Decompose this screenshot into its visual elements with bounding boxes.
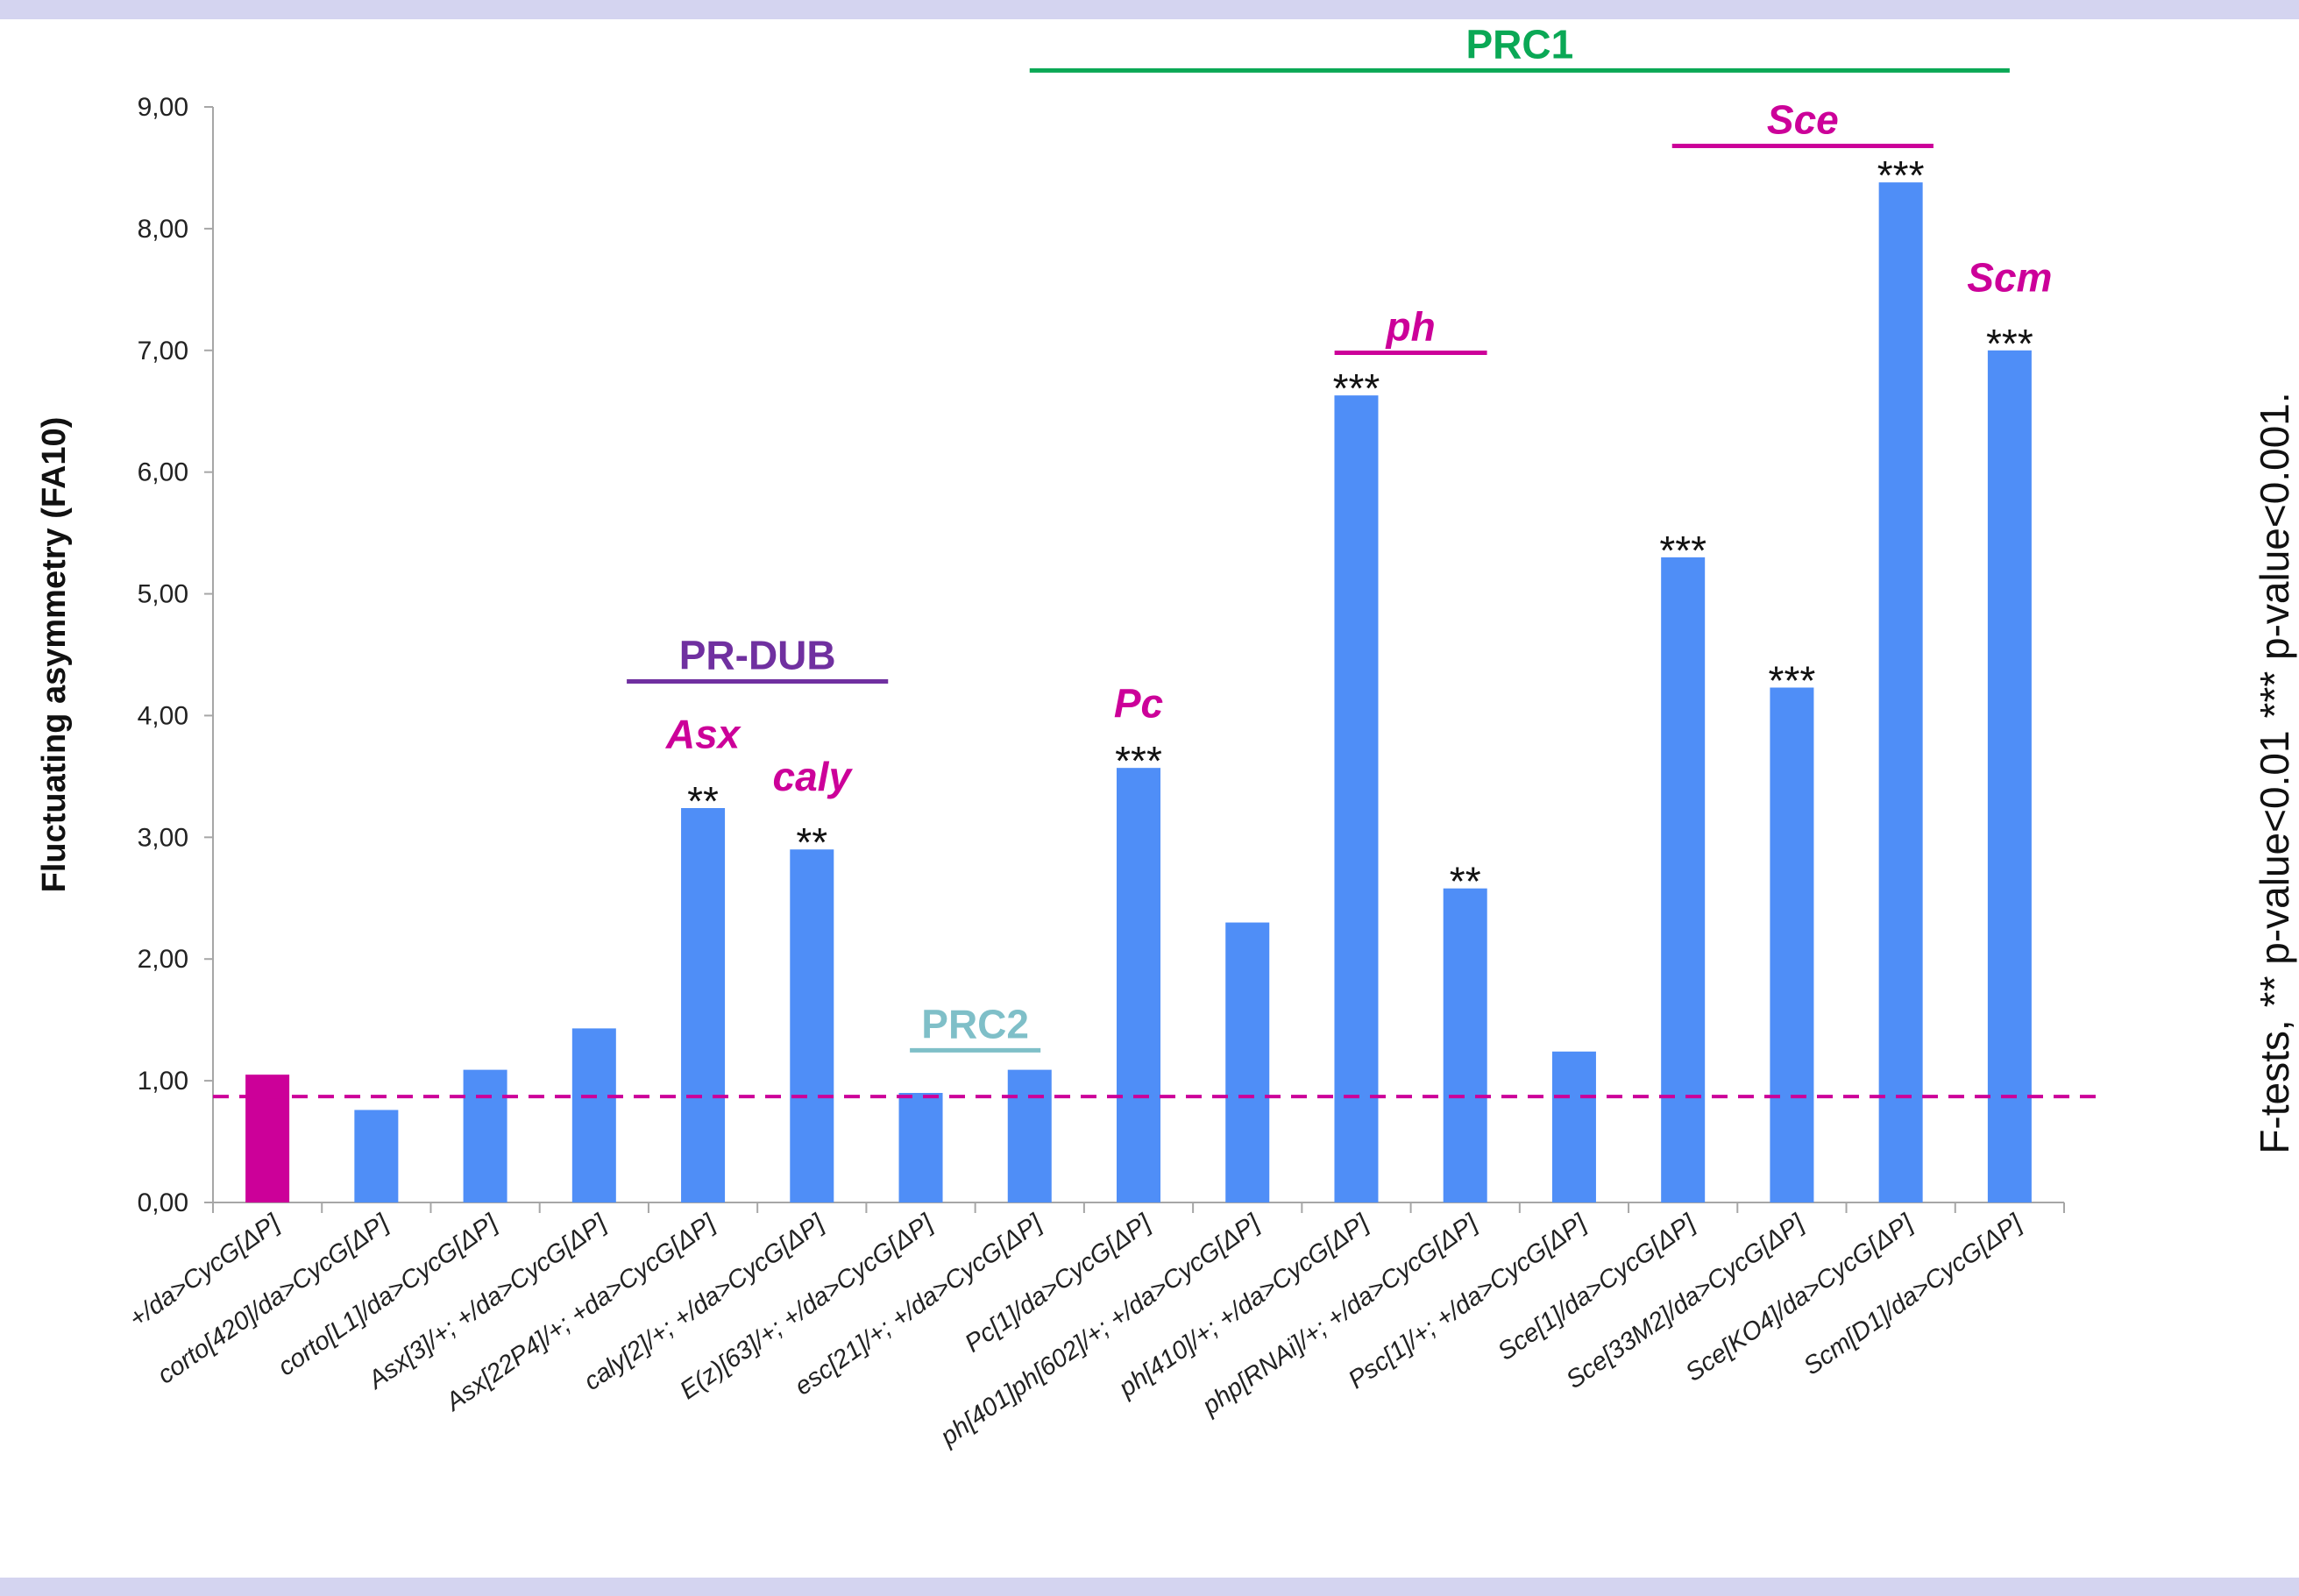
significance-label: *** (1659, 528, 1707, 573)
gene-label: Asx (665, 711, 742, 756)
y-tick-label: 3,00 (138, 823, 188, 852)
bar (1987, 350, 2032, 1202)
bar (1878, 182, 1923, 1203)
significance-label: ** (796, 819, 827, 865)
bar (1443, 888, 1487, 1202)
group-label: PR-DUB (679, 633, 836, 678)
y-tick-label: 9,00 (138, 93, 188, 122)
bar (354, 1110, 399, 1202)
group-label: PRC2 (921, 1001, 1029, 1046)
significance-label: *** (1986, 321, 2033, 366)
y-tick-label: 1,00 (138, 1067, 188, 1096)
bar (1551, 1051, 1596, 1202)
gene-label: Pc (1114, 681, 1163, 727)
significance-label: *** (1877, 153, 1925, 198)
bar (1661, 557, 1706, 1202)
y-tick-label: 7,00 (138, 337, 188, 365)
footnote-three-star: *** p-value<0.001. (2252, 392, 2297, 719)
significance-label: *** (1115, 738, 1162, 784)
y-axis-title: Fluctuating asymmetry (FA10) (36, 417, 73, 893)
y-tick-label: 2,00 (138, 945, 188, 974)
bar (571, 1028, 616, 1202)
footnote-test: F-tests, (2252, 1019, 2297, 1154)
bar (790, 849, 834, 1202)
bar (681, 808, 726, 1202)
significance-label: *** (1333, 365, 1380, 411)
group-label: PRC1 (1465, 21, 1573, 67)
category-label: Sce[1]/da>CycG[ΔP] (1493, 1209, 1701, 1366)
y-tick-label: 4,00 (138, 701, 188, 730)
significance-label: ** (687, 778, 719, 824)
y-tick-label: 5,00 (138, 580, 188, 609)
bar (1225, 922, 1270, 1202)
footnote-two-star: ** p-value<0.01 (2252, 730, 2297, 1008)
bar (1117, 768, 1160, 1202)
bar (245, 1075, 290, 1202)
top-band (0, 0, 2299, 19)
bar (463, 1069, 507, 1202)
y-tick-label: 8,00 (138, 215, 188, 244)
y-tick-label: 6,00 (138, 458, 188, 487)
bar (898, 1093, 943, 1202)
gene-label: Scm (1967, 254, 2052, 300)
gene-label: caly (773, 754, 854, 799)
group-label: Sce (1767, 96, 1839, 142)
significance-label: ** (1450, 859, 1481, 904)
bottom-band (0, 1578, 2299, 1596)
bar (1007, 1069, 1052, 1202)
bar (1770, 687, 1814, 1202)
significance-label: *** (1769, 658, 1816, 704)
significance-footnote: F-tests, ** p-value<0.01 *** p-value<0.001… (2251, 379, 2298, 1153)
y-tick-label: 0,00 (138, 1188, 188, 1217)
bar (1334, 395, 1379, 1203)
category-label: Pc[1]/da>CycG[ΔP] (960, 1209, 1157, 1358)
group-label: ph (1384, 304, 1435, 350)
